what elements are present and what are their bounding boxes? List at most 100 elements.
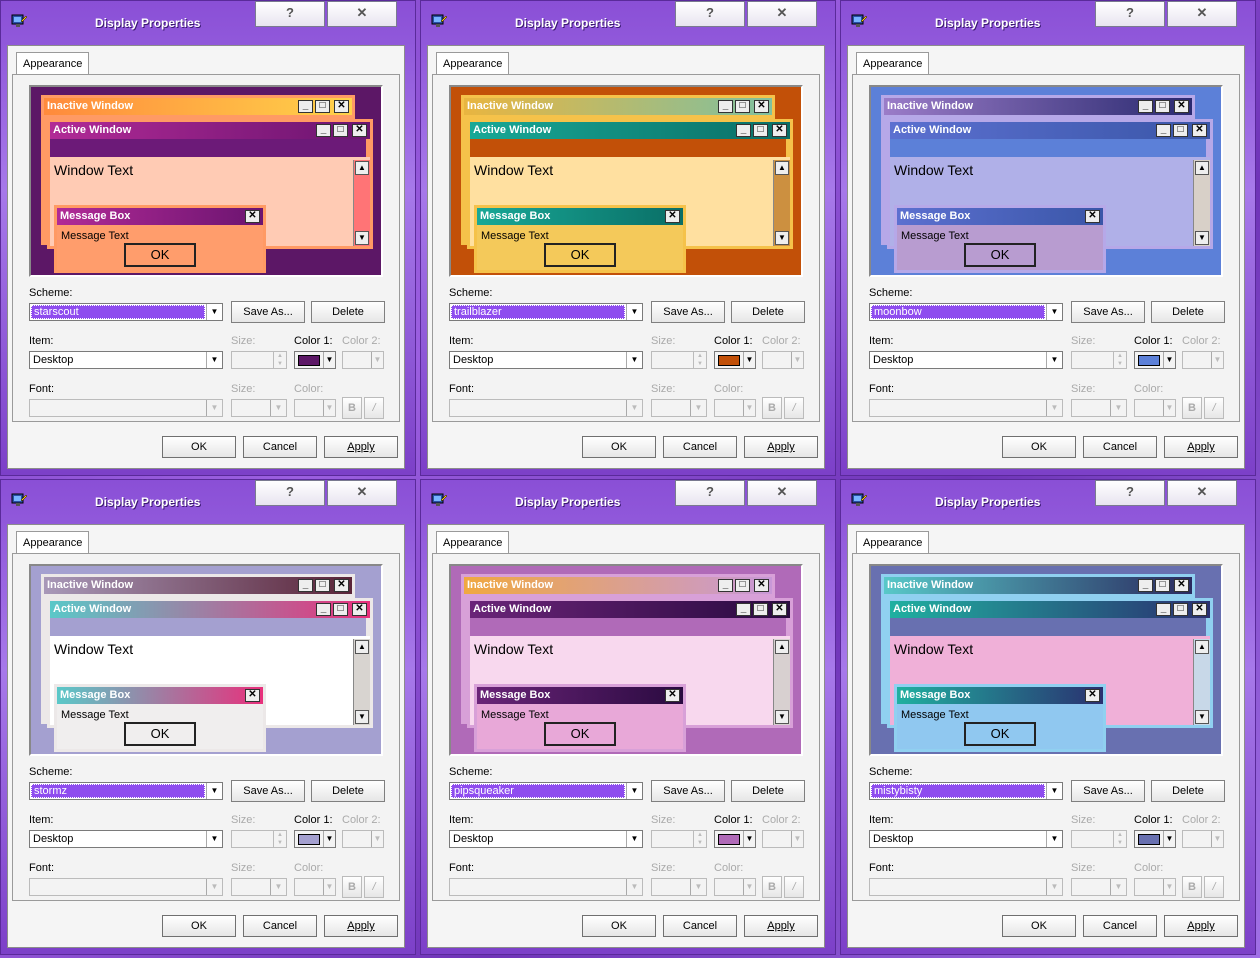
delete-button[interactable]: Delete bbox=[311, 301, 385, 323]
cancel-button[interactable]: Cancel bbox=[663, 915, 737, 937]
font-select[interactable]: ▼ bbox=[29, 399, 223, 417]
help-button[interactable]: ? bbox=[255, 1, 325, 27]
apply-button[interactable]: Apply bbox=[1164, 436, 1238, 458]
cancel-button[interactable]: Cancel bbox=[1083, 436, 1157, 458]
font-select[interactable]: ▼ bbox=[449, 399, 643, 417]
bold-button[interactable]: B bbox=[1182, 876, 1202, 898]
save-as-button[interactable]: Save As... bbox=[231, 301, 305, 323]
delete-button[interactable]: Delete bbox=[1151, 780, 1225, 802]
close-button[interactable]: ✕ bbox=[1167, 480, 1237, 506]
scheme-select[interactable]: pipsqueaker ▼ bbox=[449, 782, 643, 800]
close-button[interactable]: ✕ bbox=[747, 1, 817, 27]
font-color-picker[interactable]: ▼ bbox=[1134, 399, 1176, 417]
font-select[interactable]: ▼ bbox=[869, 399, 1063, 417]
help-button[interactable]: ? bbox=[1095, 1, 1165, 27]
save-as-button[interactable]: Save As... bbox=[651, 301, 725, 323]
apply-button[interactable]: Apply bbox=[1164, 915, 1238, 937]
apply-button[interactable]: Apply bbox=[744, 436, 818, 458]
font-color-picker[interactable]: ▼ bbox=[1134, 878, 1176, 896]
close-button[interactable]: ✕ bbox=[327, 480, 397, 506]
italic-button[interactable]: / bbox=[364, 397, 384, 419]
color1-picker[interactable]: ▼ bbox=[294, 830, 336, 848]
scheme-select[interactable]: stormz ▼ bbox=[29, 782, 223, 800]
italic-button[interactable]: / bbox=[784, 876, 804, 898]
cancel-button[interactable]: Cancel bbox=[1083, 915, 1157, 937]
italic-button[interactable]: / bbox=[364, 876, 384, 898]
delete-button[interactable]: Delete bbox=[731, 301, 805, 323]
ok-button[interactable]: OK bbox=[162, 915, 236, 937]
scheme-select[interactable]: mistybisty ▼ bbox=[869, 782, 1063, 800]
item-select[interactable]: Desktop ▼ bbox=[29, 830, 223, 848]
bold-button[interactable]: B bbox=[762, 397, 782, 419]
scheme-select[interactable]: trailblazer ▼ bbox=[449, 303, 643, 321]
color2-picker[interactable]: ▼ bbox=[342, 830, 384, 848]
item-size-input[interactable]: ▲ ▼ bbox=[651, 351, 707, 369]
bold-button[interactable]: B bbox=[342, 397, 362, 419]
italic-button[interactable]: / bbox=[784, 397, 804, 419]
ok-button[interactable]: OK bbox=[582, 915, 656, 937]
help-button[interactable]: ? bbox=[675, 1, 745, 27]
ok-button[interactable]: OK bbox=[1002, 436, 1076, 458]
font-size-select[interactable]: ▼ bbox=[651, 878, 707, 896]
font-size-select[interactable]: ▼ bbox=[1071, 878, 1127, 896]
font-select[interactable]: ▼ bbox=[449, 878, 643, 896]
ok-button[interactable]: OK bbox=[162, 436, 236, 458]
close-button[interactable]: ✕ bbox=[327, 1, 397, 27]
tab-appearance[interactable]: Appearance bbox=[856, 531, 930, 554]
help-button[interactable]: ? bbox=[255, 480, 325, 506]
font-size-select[interactable]: ▼ bbox=[651, 399, 707, 417]
save-as-button[interactable]: Save As... bbox=[1071, 301, 1145, 323]
cancel-button[interactable]: Cancel bbox=[243, 915, 317, 937]
delete-button[interactable]: Delete bbox=[731, 780, 805, 802]
close-button[interactable]: ✕ bbox=[1167, 1, 1237, 27]
delete-button[interactable]: Delete bbox=[1151, 301, 1225, 323]
font-color-picker[interactable]: ▼ bbox=[714, 878, 756, 896]
item-size-input[interactable]: ▲ ▼ bbox=[231, 830, 287, 848]
close-button[interactable]: ✕ bbox=[747, 480, 817, 506]
font-size-select[interactable]: ▼ bbox=[231, 399, 287, 417]
apply-button[interactable]: Apply bbox=[744, 915, 818, 937]
scheme-select[interactable]: starscout ▼ bbox=[29, 303, 223, 321]
help-button[interactable]: ? bbox=[675, 480, 745, 506]
font-select[interactable]: ▼ bbox=[29, 878, 223, 896]
cancel-button[interactable]: Cancel bbox=[663, 436, 737, 458]
bold-button[interactable]: B bbox=[342, 876, 362, 898]
item-size-input[interactable]: ▲ ▼ bbox=[1071, 351, 1127, 369]
scheme-select[interactable]: moonbow ▼ bbox=[869, 303, 1063, 321]
color2-picker[interactable]: ▼ bbox=[762, 351, 804, 369]
color1-picker[interactable]: ▼ bbox=[1134, 830, 1176, 848]
ok-button[interactable]: OK bbox=[582, 436, 656, 458]
tab-appearance[interactable]: Appearance bbox=[16, 52, 90, 75]
italic-button[interactable]: / bbox=[1204, 876, 1224, 898]
item-select[interactable]: Desktop ▼ bbox=[869, 830, 1063, 848]
color1-picker[interactable]: ▼ bbox=[294, 351, 336, 369]
color2-picker[interactable]: ▼ bbox=[342, 351, 384, 369]
bold-button[interactable]: B bbox=[762, 876, 782, 898]
italic-button[interactable]: / bbox=[1204, 397, 1224, 419]
color2-picker[interactable]: ▼ bbox=[762, 830, 804, 848]
apply-button[interactable]: Apply bbox=[324, 436, 398, 458]
font-size-select[interactable]: ▼ bbox=[231, 878, 287, 896]
save-as-button[interactable]: Save As... bbox=[651, 780, 725, 802]
font-color-picker[interactable]: ▼ bbox=[294, 878, 336, 896]
color1-picker[interactable]: ▼ bbox=[714, 830, 756, 848]
tab-appearance[interactable]: Appearance bbox=[436, 52, 510, 75]
item-select[interactable]: Desktop ▼ bbox=[29, 351, 223, 369]
color1-picker[interactable]: ▼ bbox=[1134, 351, 1176, 369]
save-as-button[interactable]: Save As... bbox=[231, 780, 305, 802]
tab-appearance[interactable]: Appearance bbox=[16, 531, 90, 554]
delete-button[interactable]: Delete bbox=[311, 780, 385, 802]
bold-button[interactable]: B bbox=[1182, 397, 1202, 419]
ok-button[interactable]: OK bbox=[1002, 915, 1076, 937]
item-select[interactable]: Desktop ▼ bbox=[869, 351, 1063, 369]
item-size-input[interactable]: ▲ ▼ bbox=[651, 830, 707, 848]
font-select[interactable]: ▼ bbox=[869, 878, 1063, 896]
save-as-button[interactable]: Save As... bbox=[1071, 780, 1145, 802]
tab-appearance[interactable]: Appearance bbox=[856, 52, 930, 75]
item-size-input[interactable]: ▲ ▼ bbox=[231, 351, 287, 369]
apply-button[interactable]: Apply bbox=[324, 915, 398, 937]
item-size-input[interactable]: ▲ ▼ bbox=[1071, 830, 1127, 848]
item-select[interactable]: Desktop ▼ bbox=[449, 351, 643, 369]
font-color-picker[interactable]: ▼ bbox=[294, 399, 336, 417]
font-color-picker[interactable]: ▼ bbox=[714, 399, 756, 417]
